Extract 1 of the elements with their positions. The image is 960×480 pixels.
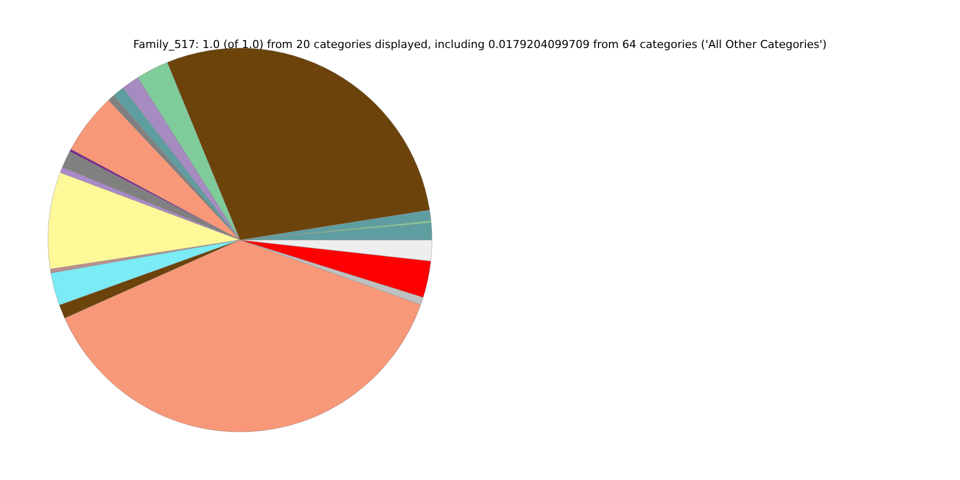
text: Family_517: 1.0 (of 1.0) from 20 categories displayed, including 0.0179204099709 from 64 categories ('All Other Categories') (133, 38, 827, 51)
